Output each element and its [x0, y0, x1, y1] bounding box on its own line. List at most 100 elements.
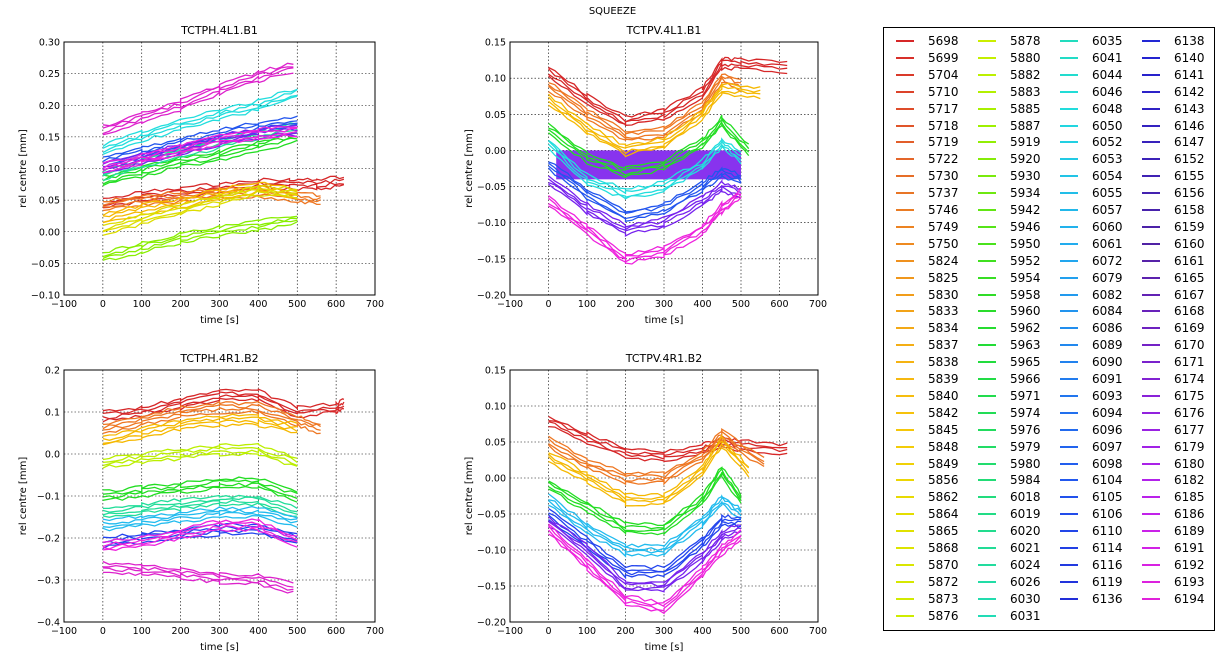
legend-entry: 6158 [1136, 201, 1216, 219]
chart-tctpv-4l1-b1: TCTPV.4L1.B1 −100 0 100 200 300 400 500 600 700 −0… [464, 24, 827, 326]
legend-entry: 6046 [1054, 83, 1134, 101]
legend-label: 6104 [1092, 473, 1123, 488]
legend-entry: 6018 [972, 488, 1052, 506]
legend-swatch [896, 563, 914, 566]
legend-swatch [896, 259, 914, 262]
legend-label: 5960 [1010, 304, 1041, 319]
axes-frame [509, 41, 819, 296]
legend-entry: 5946 [972, 218, 1052, 236]
legend-label: 6143 [1174, 101, 1205, 116]
legend-entry: 6167 [1136, 286, 1216, 304]
legend-label: 6030 [1010, 591, 1041, 606]
legend-entry: 6116 [1054, 556, 1134, 574]
legend-label: 5962 [1010, 321, 1041, 336]
legend-swatch [1060, 259, 1078, 262]
legend-entry: 6041 [1054, 49, 1134, 67]
legend-label: 6170 [1174, 338, 1205, 353]
chart-tctph-4r1-b2: TCTPH.4R1.B2 −100 0 100 200 300 400 500 600 700 −0… [18, 352, 384, 653]
legend-label: 6106 [1092, 507, 1123, 522]
legend-label: 6155 [1174, 169, 1205, 184]
series-line [548, 420, 788, 457]
x-tick-label: 600 [327, 626, 345, 637]
legend-label: 5848 [928, 439, 959, 454]
legend-swatch [896, 124, 914, 127]
x-tick-label: 0 [100, 626, 106, 637]
legend-swatch [896, 225, 914, 228]
legend-entry: 5950 [972, 235, 1052, 253]
legend-entry: 6136 [1054, 590, 1134, 608]
series-line [548, 433, 750, 498]
series-line [548, 466, 742, 527]
legend-label: 6176 [1174, 405, 1205, 420]
series-line [548, 138, 742, 195]
legend-entry: 5920 [972, 150, 1052, 168]
legend-swatch [1060, 344, 1078, 347]
legend-entry: 6161 [1136, 252, 1216, 270]
legend-entry: 6044 [1054, 66, 1134, 84]
legend-entry: 6097 [1054, 438, 1134, 456]
legend-label: 5718 [928, 118, 959, 133]
legend-entry: 6114 [1054, 539, 1134, 557]
legend-label: 5946 [1010, 219, 1041, 234]
legend-swatch [1142, 192, 1160, 195]
series-line [102, 95, 298, 156]
legend-entry: 5730 [890, 167, 970, 185]
series-line [102, 403, 321, 430]
legend-entry: 5834 [890, 319, 970, 337]
legend-entry: 6020 [972, 522, 1052, 540]
legend-entry: 5848 [890, 438, 970, 456]
legend-label: 6152 [1174, 152, 1205, 167]
y-tick-label: −0.4 [37, 618, 60, 629]
legend-entry: 6189 [1136, 522, 1216, 540]
series-line [548, 529, 742, 612]
legend-swatch [1142, 394, 1160, 397]
legend-swatch [978, 597, 996, 600]
legend-label: 6094 [1092, 405, 1123, 420]
legend-swatch [978, 479, 996, 482]
legend-label: 6182 [1174, 473, 1205, 488]
series-line [102, 496, 298, 513]
legend-entry: 5880 [972, 49, 1052, 67]
legend-entry: 6143 [1136, 100, 1216, 118]
legend-entry: 6142 [1136, 83, 1216, 101]
figure-title: SQUEEZE [588, 6, 637, 17]
series-line [548, 137, 742, 190]
legend-swatch [1060, 225, 1078, 228]
legend-entry: 6054 [1054, 167, 1134, 185]
legend-swatch [896, 276, 914, 279]
legend-label: 5976 [1010, 422, 1041, 437]
series-line [102, 62, 294, 127]
legend-swatch [1142, 462, 1160, 465]
legend-label: 6159 [1174, 219, 1205, 234]
series-line [548, 89, 761, 155]
y-tick-label: 0.10 [485, 402, 506, 413]
legend-label: 6193 [1174, 574, 1205, 589]
y-tick-label: −0.05 [31, 259, 60, 270]
series-line [102, 413, 298, 437]
legend-swatch [978, 225, 996, 228]
legend-entry: 5976 [972, 421, 1052, 439]
legend-entry: 6057 [1054, 201, 1134, 219]
series-line [102, 391, 345, 415]
legend-entry: 6096 [1054, 421, 1134, 439]
legend-label: 6057 [1092, 203, 1123, 217]
legend-label: 5698 [928, 34, 959, 48]
legend-label: 6169 [1174, 321, 1205, 336]
legend-swatch [978, 530, 996, 533]
legend-swatch [1060, 547, 1078, 549]
legend-swatch [896, 242, 914, 245]
legend-entry: 6024 [972, 556, 1052, 574]
legend-swatch [1142, 90, 1160, 93]
legend-entry: 6155 [1136, 167, 1216, 185]
series-line [102, 194, 298, 236]
series-line [102, 89, 298, 149]
series-line [548, 178, 742, 231]
legend-swatch [978, 209, 996, 211]
legend-swatch [1142, 242, 1160, 245]
legend-swatch [978, 327, 996, 330]
legend-swatch [896, 293, 914, 296]
legend-label: 6146 [1174, 118, 1205, 133]
x-tick-label: −100 [51, 299, 77, 310]
legend-entry: 5840 [890, 387, 970, 405]
series-line [102, 130, 298, 172]
